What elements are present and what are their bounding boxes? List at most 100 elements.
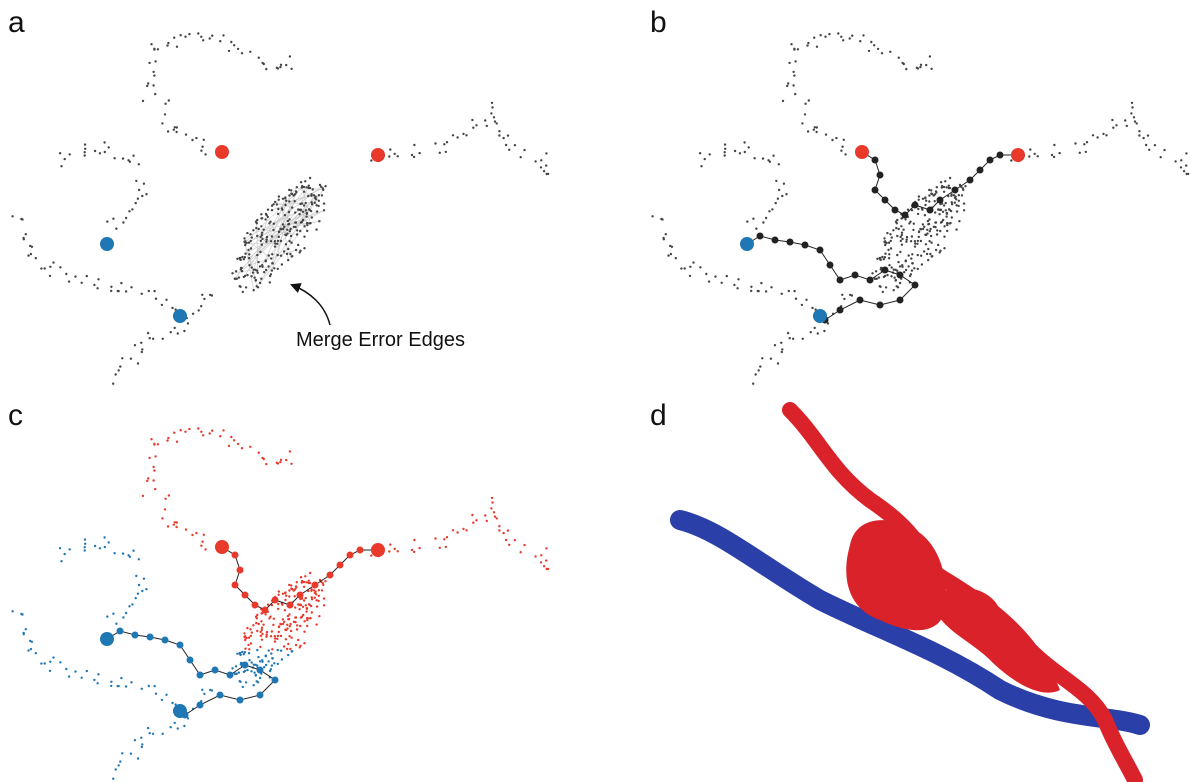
node	[256, 285, 258, 287]
node	[265, 213, 267, 215]
node	[294, 621, 296, 623]
node	[465, 529, 467, 531]
node	[192, 313, 194, 315]
node	[490, 507, 492, 509]
node	[289, 450, 291, 452]
node	[807, 130, 809, 132]
node	[170, 331, 172, 333]
node	[287, 643, 289, 645]
node	[815, 131, 817, 133]
node	[465, 134, 467, 136]
node	[209, 37, 211, 39]
node	[888, 242, 890, 244]
node	[882, 291, 884, 293]
node	[164, 508, 166, 510]
node	[496, 122, 498, 124]
node	[310, 590, 312, 592]
node	[284, 591, 286, 593]
node	[112, 218, 114, 220]
node	[475, 519, 477, 521]
node	[498, 130, 500, 132]
node	[268, 649, 270, 651]
node	[899, 282, 901, 284]
path-node	[217, 692, 224, 699]
node	[891, 266, 893, 268]
node	[40, 662, 42, 664]
node	[282, 228, 284, 230]
node	[153, 443, 155, 445]
node	[318, 200, 320, 202]
node	[923, 226, 925, 228]
node	[388, 155, 390, 157]
node	[397, 550, 399, 552]
node	[768, 210, 770, 212]
node	[813, 37, 815, 39]
path-node	[257, 667, 264, 674]
node	[936, 186, 938, 188]
node	[389, 543, 391, 545]
node	[1183, 170, 1185, 172]
node	[253, 269, 255, 271]
node	[270, 652, 272, 654]
node	[804, 103, 806, 105]
node	[251, 661, 253, 663]
node	[689, 266, 691, 268]
node	[282, 223, 284, 225]
node	[299, 251, 301, 253]
node	[950, 210, 952, 212]
node	[265, 269, 267, 271]
node	[30, 648, 32, 650]
node	[261, 238, 263, 240]
node	[162, 338, 164, 340]
node	[724, 143, 726, 145]
node	[176, 521, 178, 523]
node	[118, 764, 120, 766]
path-node	[867, 277, 874, 284]
node	[135, 597, 137, 599]
node	[898, 228, 900, 230]
node	[146, 85, 148, 87]
node	[888, 264, 890, 266]
path-node	[177, 642, 184, 649]
node	[173, 129, 175, 131]
node	[128, 210, 130, 212]
node	[277, 635, 279, 637]
node	[261, 244, 263, 246]
node	[721, 282, 723, 284]
path-node	[952, 187, 959, 194]
node	[238, 671, 240, 673]
node	[272, 203, 274, 205]
node	[277, 67, 279, 69]
node	[462, 133, 464, 135]
node	[303, 586, 305, 588]
node	[888, 253, 890, 255]
node	[288, 189, 290, 191]
node	[276, 243, 278, 245]
node	[734, 150, 736, 152]
node	[248, 652, 250, 654]
node	[269, 670, 271, 672]
node	[49, 670, 51, 672]
node	[884, 275, 886, 277]
node	[279, 66, 281, 68]
node	[120, 282, 122, 284]
node	[252, 229, 254, 231]
path-node	[232, 552, 239, 559]
node	[294, 595, 296, 597]
node	[452, 529, 454, 531]
node	[300, 181, 302, 183]
node	[954, 202, 956, 204]
node	[746, 220, 748, 222]
node	[945, 209, 947, 211]
seed-node	[100, 632, 114, 646]
node	[309, 617, 311, 619]
node	[141, 743, 143, 745]
path-node	[787, 239, 794, 246]
node	[321, 589, 323, 591]
node	[263, 63, 265, 65]
node	[472, 127, 474, 129]
node	[896, 235, 898, 237]
node	[413, 144, 415, 146]
node	[1085, 151, 1087, 153]
node	[925, 234, 927, 236]
